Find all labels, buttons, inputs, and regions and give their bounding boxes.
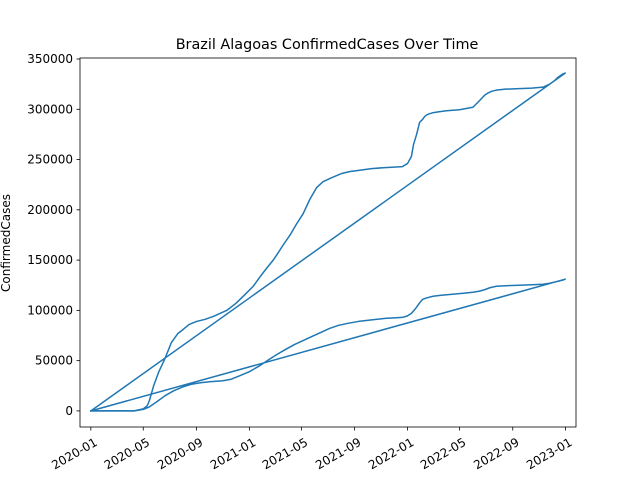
y-tick-label: 300000 <box>27 102 73 116</box>
series-line-2 <box>89 278 566 412</box>
y-tick-label: 0 <box>65 404 73 418</box>
y-tick-label: 350000 <box>27 52 73 66</box>
y-axis-label: ConfirmedCases <box>0 194 13 292</box>
series-layer <box>89 72 566 412</box>
y-tick-label: 100000 <box>27 303 73 317</box>
y-tick-label: 250000 <box>27 153 73 167</box>
y-tick-label: 150000 <box>27 253 73 267</box>
y-tick-label: 50000 <box>35 354 73 368</box>
series-line-1 <box>89 72 566 412</box>
y-tick-label: 200000 <box>27 203 73 217</box>
chart-title: Brazil Alagoas ConfirmedCases Over Time <box>176 37 479 53</box>
plot-frame <box>79 57 577 428</box>
